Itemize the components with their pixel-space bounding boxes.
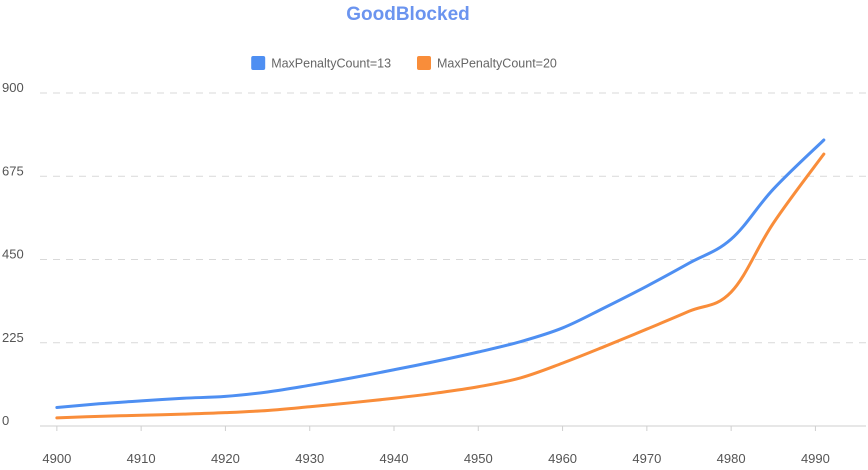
- y-tick-label: 450: [2, 247, 24, 262]
- grid-lines: [40, 92, 866, 431]
- x-tick-label: 4900: [42, 451, 71, 466]
- legend-label-2[interactable]: MaxPenaltyCount=20: [437, 57, 557, 71]
- x-tick-label: 4910: [127, 451, 156, 466]
- x-tick-label: 4990: [801, 451, 830, 466]
- y-tick-label: 0: [2, 413, 9, 428]
- x-tick-label: 4950: [464, 451, 493, 466]
- chart-title: GoodBlocked: [346, 4, 470, 25]
- x-tick-label: 4920: [211, 451, 240, 466]
- x-tick-label: 4980: [717, 451, 746, 466]
- x-tick-label: 4940: [380, 451, 409, 466]
- x-tick-label: 4930: [295, 451, 324, 466]
- series-lines: [55, 138, 826, 420]
- legend: MaxPenaltyCount=13 MaxPenaltyCount=20: [251, 56, 557, 71]
- legend-label-1[interactable]: MaxPenaltyCount=13: [271, 57, 391, 71]
- x-tick-label: 4960: [548, 451, 577, 466]
- y-tick-label: 225: [2, 330, 24, 345]
- series-line-2[interactable]: [55, 152, 826, 420]
- y-tick-label: 675: [2, 163, 24, 178]
- x-tick-label: 4970: [632, 451, 661, 466]
- series-line-1[interactable]: [55, 138, 826, 409]
- legend-swatch-2[interactable]: [417, 56, 431, 70]
- tick-labels: 0 225 450 675 900 4900 4910 4920 4930 4940 4950 496…: [2, 80, 830, 466]
- legend-swatch-1[interactable]: [251, 56, 266, 70]
- y-tick-label: 900: [2, 80, 24, 95]
